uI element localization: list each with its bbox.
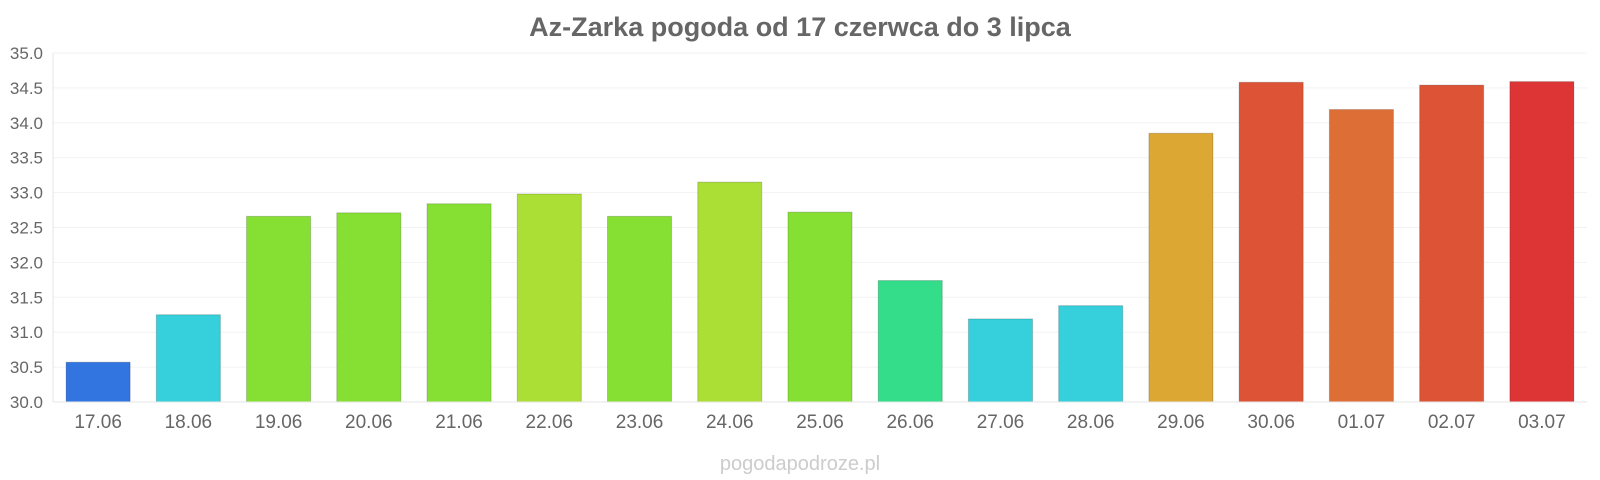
bar-29.06 (1148, 132, 1214, 403)
bar-20.06 (336, 212, 402, 403)
y-tick-label: 31.5 (10, 288, 43, 307)
x-tick-label: 28.06 (1067, 412, 1115, 433)
bar-01.07 (1328, 109, 1394, 403)
x-tick-label: 03.07 (1518, 412, 1566, 433)
x-tick-label: 23.06 (616, 412, 664, 433)
bar-19.06 (246, 215, 312, 403)
y-tick-label: 33.0 (10, 184, 43, 203)
y-axis: 30.0 30.5 31.0 31.5 32.0 32.5 33.0 33.5 34.0 34.5… (10, 44, 54, 412)
bar-23.06 (606, 215, 673, 403)
x-tick-label: 21.06 (435, 412, 483, 433)
x-tick-label: 02.07 (1428, 412, 1476, 433)
x-tick-label: 25.06 (796, 412, 844, 433)
y-tick-label: 34.5 (10, 79, 43, 98)
watermark: pogodapodroze.pl (720, 453, 880, 475)
x-tick-label: 18.06 (165, 412, 213, 433)
x-tick-label: 26.06 (886, 412, 934, 433)
bar-26.06 (877, 280, 943, 403)
y-tick-label: 35.0 (10, 44, 43, 63)
y-tick-label: 33.5 (10, 149, 43, 168)
bar-03.07 (1509, 81, 1575, 403)
chart-title: Az-Zarka pogoda od 17 czerwca do 3 lipca (529, 12, 1072, 42)
x-tick-label: 29.06 (1157, 412, 1205, 433)
y-tick-label: 32.5 (10, 219, 43, 238)
bar-17.06 (65, 361, 131, 403)
bar-18.06 (155, 314, 221, 403)
y-tick-label: 30.5 (10, 358, 43, 377)
bar-30.06 (1238, 81, 1304, 403)
y-tick-label: 32.0 (10, 253, 43, 272)
y-tick-label: 31.0 (10, 323, 43, 342)
bar-25.06 (787, 211, 853, 403)
x-tick-label: 19.06 (255, 412, 303, 433)
x-tick-label: 24.06 (706, 412, 754, 433)
x-tick-label: 22.06 (526, 412, 574, 433)
x-tick-label: 30.06 (1247, 412, 1295, 433)
x-tick-label: 27.06 (977, 412, 1025, 433)
bar-27.06 (967, 318, 1034, 403)
x-tick-label: 20.06 (345, 412, 393, 433)
bar-28.06 (1058, 305, 1124, 403)
x-tick-label: 01.07 (1338, 412, 1386, 433)
y-tick-label: 30.0 (10, 393, 43, 412)
x-tick-label: 17.06 (74, 412, 122, 433)
y-tick-label: 34.0 (10, 114, 43, 133)
bars (65, 81, 1575, 403)
bar-21.06 (426, 203, 492, 403)
bar-22.06 (516, 193, 582, 403)
bar-02.07 (1419, 84, 1485, 403)
x-axis: 17.06 18.06 19.06 20.06 21.06 22.06 23.06 24.06… (53, 401, 1587, 433)
bar-24.06 (697, 181, 763, 403)
